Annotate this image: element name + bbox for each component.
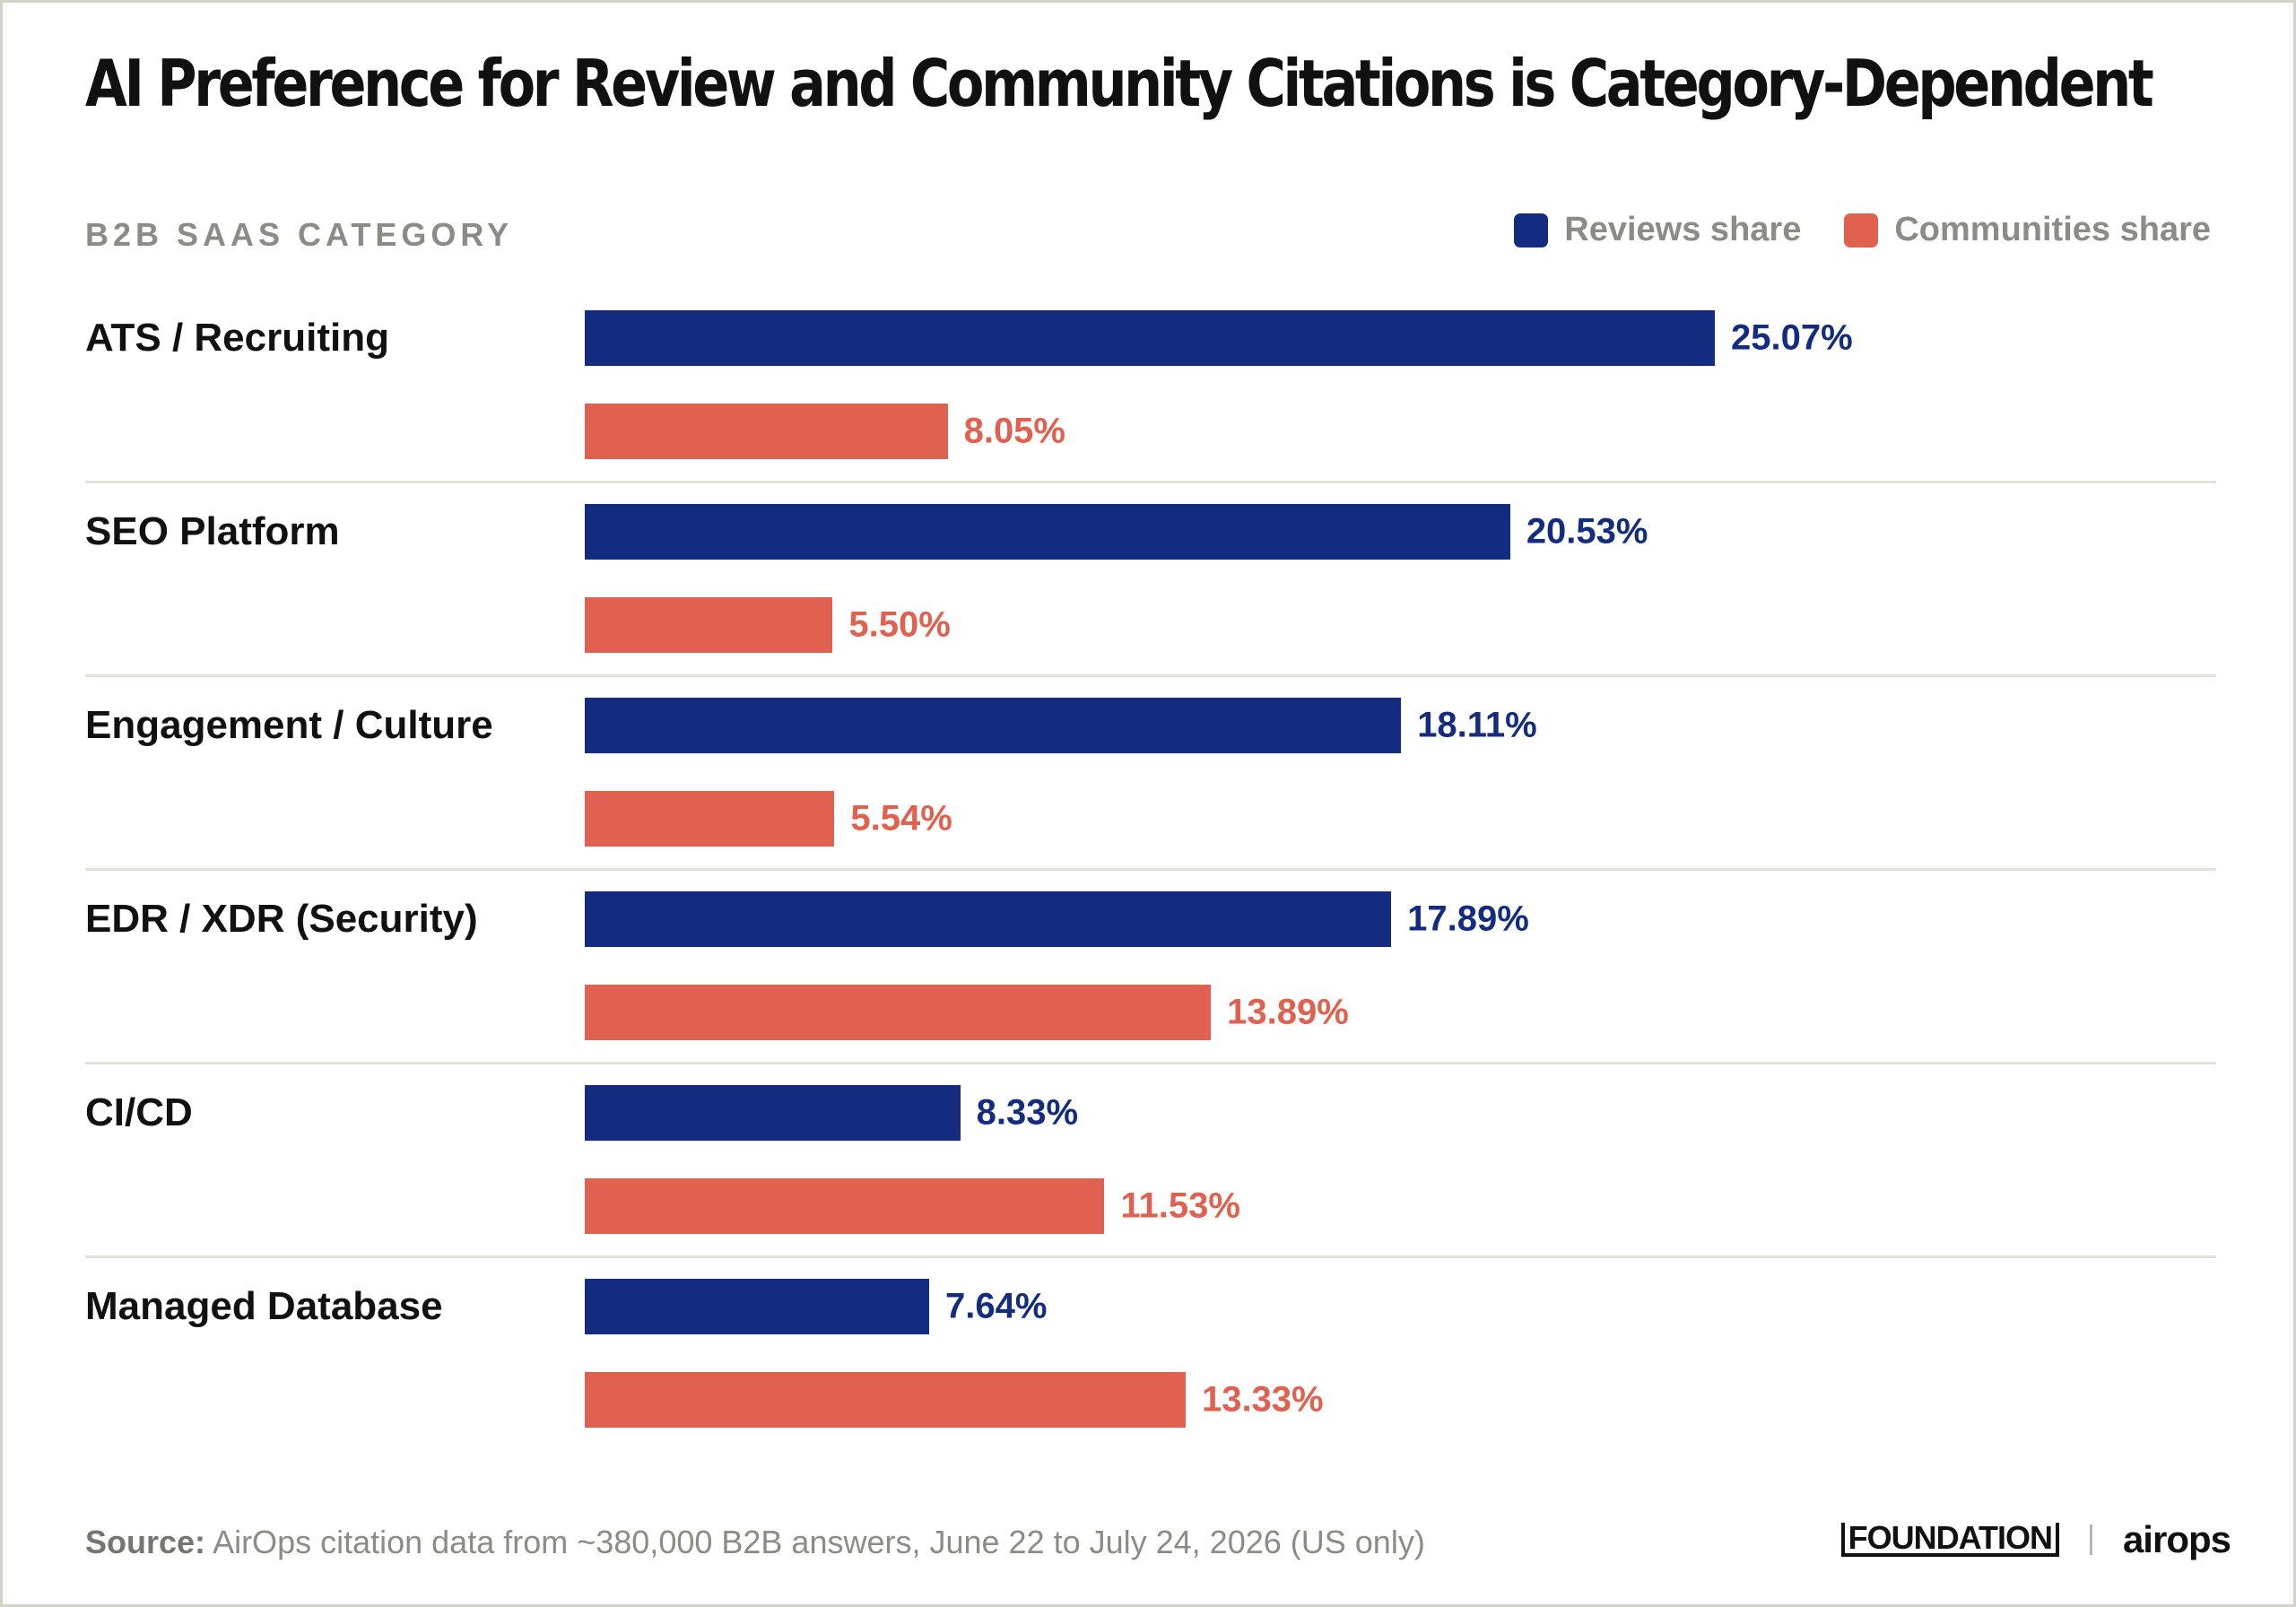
value-label-reviews: 8.33%: [976, 1092, 1079, 1133]
value-label-reviews: 25.07%: [1731, 317, 1853, 358]
bar-reviews: [585, 1279, 929, 1334]
category-label: CI/CD: [85, 1090, 193, 1134]
group-separator: [85, 674, 2216, 677]
bar-reviews: [585, 891, 1392, 947]
source-text: AirOps citation data from ~380,000 B2B a…: [205, 1524, 1425, 1560]
legend-item-communities: Communities share: [1844, 211, 2211, 249]
brand-logos: FOUNDATION airops: [1840, 1518, 2231, 1561]
value-label-communities: 5.54%: [850, 798, 952, 838]
legend: Reviews share Communities share: [1514, 211, 2211, 249]
value-label-communities: 13.33%: [1201, 1379, 1324, 1420]
source-note: Source: AirOps citation data from ~380,0…: [85, 1524, 1425, 1561]
bar-reviews: [585, 1085, 961, 1141]
category-label: ATS / Recruiting: [85, 316, 389, 360]
category-axis-header: B2B SAAS CATEGORY: [85, 216, 514, 253]
value-label-reviews: 18.11%: [1417, 705, 1537, 745]
value-label-communities: 8.05%: [963, 411, 1065, 451]
value-label-communities: 5.50%: [848, 604, 951, 645]
value-label-communities: 13.89%: [1227, 992, 1349, 1032]
category-label: Managed Database: [85, 1284, 443, 1328]
category-label: EDR / XDR (Security): [85, 897, 478, 941]
legend-label-reviews: Reviews share: [1564, 211, 1802, 248]
value-label-communities: 11.53%: [1120, 1186, 1240, 1226]
source-label: Source:: [85, 1524, 206, 1560]
airops-logo: airops: [2122, 1518, 2231, 1560]
bar-reviews: [585, 310, 1715, 366]
legend-label-communities: Communities share: [1894, 211, 2211, 248]
chart-title: AI Preference for Review and Community C…: [85, 46, 2154, 121]
bar-reviews: [585, 504, 1510, 560]
bar-reviews: [585, 698, 1402, 753]
logo-divider: [2089, 1524, 2092, 1555]
bar-communities: [585, 985, 1212, 1040]
legend-item-reviews: Reviews share: [1514, 211, 1801, 249]
value-label-reviews: 17.89%: [1407, 899, 1529, 939]
category-label: SEO Platform: [85, 509, 340, 553]
legend-swatch-communities: [1844, 213, 1879, 248]
group-separator: [85, 1255, 2216, 1258]
bar-communities: [585, 1372, 1186, 1428]
bar-communities: [585, 1178, 1105, 1234]
legend-swatch-reviews: [1514, 213, 1549, 248]
foundation-logo: FOUNDATION: [1840, 1522, 2059, 1557]
bar-communities: [585, 597, 833, 653]
value-label-reviews: 7.64%: [944, 1286, 1048, 1326]
group-separator: [85, 481, 2216, 483]
bar-communities: [585, 404, 948, 459]
value-label-reviews: 20.53%: [1526, 511, 1648, 552]
category-label: Engagement / Culture: [85, 703, 493, 747]
group-separator: [85, 868, 2216, 871]
group-separator: [85, 1062, 2216, 1064]
bar-communities: [585, 791, 835, 847]
